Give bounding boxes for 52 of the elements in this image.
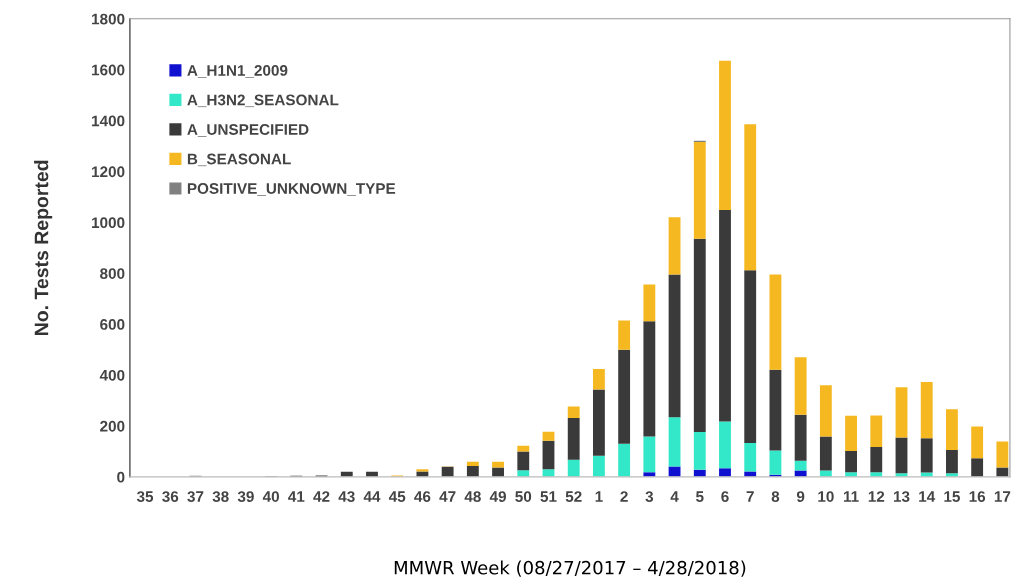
x-tick-label: 51 — [540, 491, 557, 502]
y-tick-label: 0 — [117, 471, 125, 483]
x-tick-label: 48 — [464, 491, 481, 502]
y-tick-label: 600 — [100, 319, 125, 330]
y-tick-label: 1200 — [92, 166, 125, 178]
x-tick-label: 46 — [414, 491, 431, 502]
x-tick-label: 42 — [313, 491, 330, 502]
x-tick-label: 3 — [645, 491, 654, 502]
x-tick-label: 7 — [746, 491, 754, 502]
x-tick-label: 43 — [338, 491, 355, 502]
x-tick-label: 50 — [515, 491, 532, 502]
x-tick-label: 41 — [288, 491, 305, 502]
x-tick-label: 17 — [994, 491, 1011, 502]
y-tick-label: 1400 — [92, 115, 125, 127]
legend-label: A_H1N1_2009 — [187, 65, 288, 78]
x-tick-label: 14 — [919, 491, 936, 502]
x-tick-label: 11 — [843, 491, 859, 502]
x-tick-label: 47 — [439, 491, 456, 502]
y-tick-label: 1000 — [92, 217, 125, 229]
x-tick-label: 6 — [721, 491, 729, 502]
x-tick-label: 2 — [620, 491, 628, 502]
x-tick-label: 37 — [187, 491, 204, 502]
x-tick-label: 9 — [796, 491, 805, 502]
legend-label: POSITIVE_UNKNOWN_TYPE — [187, 183, 396, 196]
legend-label: A_H3N2_SEASONAL — [187, 94, 339, 108]
x-tick-label: 52 — [565, 491, 582, 502]
x-tick-label: 38 — [212, 491, 229, 502]
x-tick-label: 8 — [771, 491, 780, 502]
x-tick-label: 15 — [944, 491, 960, 502]
x-tick-label: 10 — [818, 491, 834, 502]
legend-label: A_UNSPECIFIED — [187, 124, 309, 137]
x-tick-label: 5 — [696, 491, 704, 502]
x-tick-label: 12 — [868, 491, 885, 502]
x-tick-label: 45 — [388, 491, 406, 502]
y-tick-label: 200 — [100, 420, 125, 432]
x-tick-label: 36 — [162, 491, 179, 502]
y-tick-label: 400 — [99, 369, 125, 381]
x-tick-label: 13 — [893, 491, 910, 502]
y-axis-title: No. Tests Reported — [34, 160, 53, 335]
y-tick-label: 1600 — [92, 64, 125, 76]
x-tick-label: 40 — [262, 491, 279, 502]
x-tick-label: 49 — [489, 491, 506, 502]
legend-label: B_SEASONAL — [187, 153, 291, 167]
x-tick-label: 4 — [670, 491, 679, 502]
x-tick-label: 16 — [969, 491, 986, 502]
x-tick-label: 35 — [136, 491, 154, 502]
x-tick-label: 44 — [363, 491, 381, 502]
x-tick-label: 39 — [237, 491, 254, 502]
x-tick-label: 1 — [595, 491, 603, 502]
y-tick-label: 1800 — [92, 13, 125, 25]
x-axis-title: MMWR Week (08/27/2017 – 4/28/2018) — [394, 560, 746, 577]
y-tick-label: 800 — [100, 268, 125, 279]
